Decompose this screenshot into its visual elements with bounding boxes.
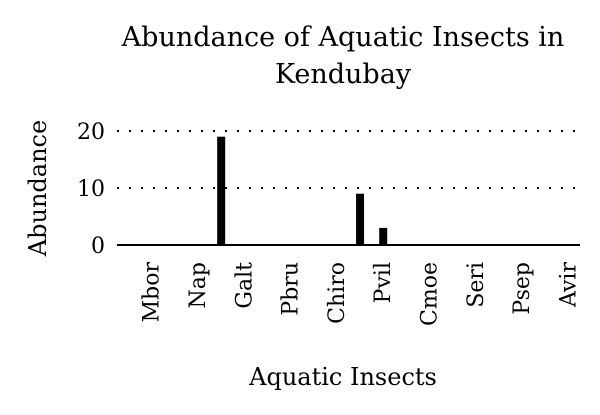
bars: [217, 136, 388, 245]
gridlines: [117, 130, 580, 189]
x-tick-label: Chiro: [325, 262, 350, 324]
x-axis-label: Aquatic Insects: [248, 363, 437, 391]
y-tick-label: 20: [77, 120, 105, 145]
x-tick-labels: Mbor Nap Galt Pbru Chiro Pvil Cmoe Seri Psep Avir: [140, 262, 582, 326]
y-axis-label: Abundance: [24, 120, 52, 257]
y-tick-labels: 0 10 20: [77, 120, 105, 259]
x-tick-label: Pvil: [371, 262, 396, 303]
x-tick-label: Cmoe: [418, 262, 443, 326]
x-tick-label: Mbor: [140, 262, 165, 323]
x-tick-label: Seri: [464, 262, 489, 308]
x-tick-label: Pbru: [279, 262, 304, 316]
chart-title-line-1: Abundance of Aquatic Insects in: [121, 22, 565, 53]
bar: [379, 227, 388, 245]
chart-title-line-2: Kendubay: [275, 59, 412, 90]
bar: [217, 136, 226, 245]
y-tick-label: 0: [91, 234, 105, 259]
x-tick-label: Nap: [186, 262, 211, 308]
x-tick-label: Psep: [510, 262, 535, 315]
x-tick-label: Galt: [232, 262, 257, 309]
bar: [356, 193, 365, 245]
y-tick-label: 10: [77, 177, 105, 202]
x-tick-label: Avir: [556, 262, 581, 308]
